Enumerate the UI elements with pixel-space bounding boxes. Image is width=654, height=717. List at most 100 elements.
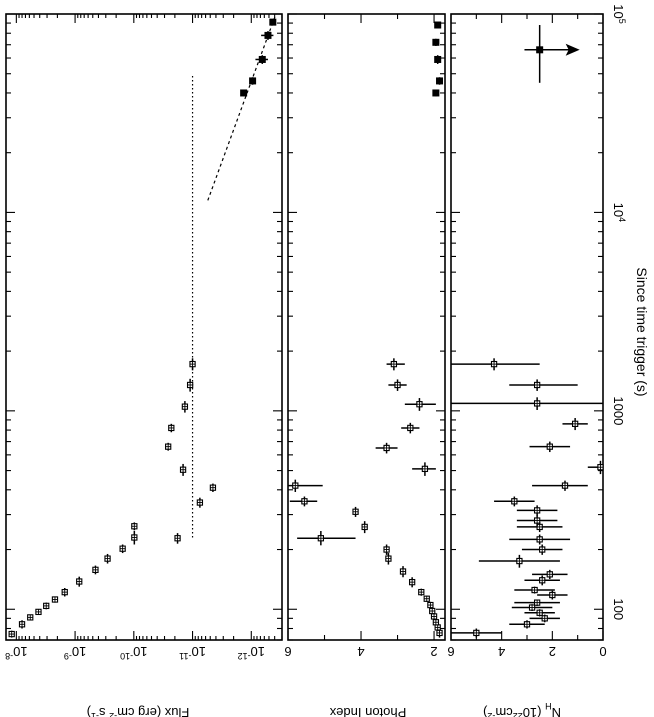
data-point — [27, 614, 34, 621]
data-point — [261, 31, 274, 40]
data-point — [35, 608, 42, 616]
marker — [240, 89, 248, 97]
data-point — [516, 505, 558, 516]
photon-index-y-axis-title: Photon Index — [329, 705, 406, 717]
data-point — [509, 620, 545, 629]
data-point — [511, 604, 553, 612]
data-point — [196, 497, 204, 508]
data-point — [432, 619, 440, 626]
y-tick-label: 10-11 — [179, 644, 206, 661]
data-point — [529, 441, 571, 453]
y-tick-label: 2 — [430, 644, 437, 659]
panel-frame — [450, 13, 604, 641]
data-point — [451, 397, 603, 410]
data-point — [404, 398, 436, 411]
data-point — [478, 554, 560, 568]
dashed-line — [207, 13, 277, 201]
data-point — [429, 607, 436, 615]
data-point — [412, 462, 436, 476]
data-point — [408, 577, 416, 588]
data-point — [432, 89, 440, 97]
data-point — [288, 479, 323, 492]
data-point — [131, 530, 138, 545]
x-tick-label: 105 — [611, 4, 627, 23]
y-tick-label: 6 — [447, 644, 454, 659]
data-point — [92, 565, 99, 575]
data-point — [537, 590, 568, 600]
data-point — [401, 422, 420, 434]
data-point — [562, 418, 588, 431]
panel-frame — [5, 13, 283, 641]
data-point — [383, 544, 390, 555]
data-point — [181, 401, 189, 413]
data-point — [61, 587, 68, 597]
data-point — [119, 544, 126, 554]
data-point — [423, 595, 430, 602]
data-point — [514, 599, 560, 606]
data-point — [289, 496, 318, 507]
data-point — [521, 544, 563, 555]
data-point — [532, 480, 588, 491]
data-point — [51, 596, 59, 603]
data-point — [174, 533, 181, 544]
data-point — [532, 569, 568, 580]
marker — [258, 55, 266, 63]
data-point — [179, 463, 187, 476]
data-point — [43, 602, 50, 610]
data-point — [388, 379, 407, 391]
limit-arrow-head — [565, 43, 580, 56]
marker — [434, 55, 442, 63]
data-point — [516, 515, 558, 527]
marker — [432, 38, 440, 46]
data-point — [434, 55, 442, 64]
data-point — [436, 77, 444, 85]
marker — [434, 21, 442, 29]
data-point — [18, 620, 26, 629]
x-axis-tick-labels: 100 1000 104 105 — [611, 4, 627, 620]
data-point — [524, 25, 580, 83]
data-point — [240, 89, 248, 97]
data-point — [385, 553, 392, 565]
data-point — [8, 630, 15, 638]
data-point — [587, 460, 604, 475]
data-point — [451, 628, 502, 638]
data-point — [514, 586, 555, 594]
data-point — [255, 55, 268, 64]
data-point — [209, 483, 217, 492]
y-tick-label: 10-9 — [64, 644, 86, 661]
y-tick-label: 10-8 — [5, 644, 27, 661]
data-point — [494, 496, 535, 507]
marker — [269, 18, 277, 26]
marker — [436, 77, 444, 85]
y-tick-label: 10-12 — [238, 644, 265, 661]
data-point — [529, 614, 560, 623]
y-tick-label: 4 — [357, 644, 364, 659]
data-point — [249, 77, 257, 85]
data-point — [418, 588, 425, 596]
data-point — [104, 553, 111, 564]
y-tick-label: 10-10 — [120, 644, 147, 661]
data-point — [352, 506, 359, 517]
nh-y-axis-title: NH (1022cm-2) — [483, 701, 561, 717]
data-point — [189, 358, 196, 371]
data-point — [168, 423, 175, 433]
data-point — [516, 522, 563, 533]
marker — [264, 31, 272, 39]
data-point — [375, 442, 398, 454]
data-point — [165, 442, 172, 451]
flux-y-axis-title: Flux (erg cm-2 s-1) — [87, 705, 190, 717]
data-point — [76, 576, 83, 587]
y-tick-label: 6 — [284, 644, 291, 659]
flux-panel: 10-8 10-9 10-10 10-11 10-12 — [5, 13, 283, 661]
data-point — [524, 609, 555, 617]
photon-index-panel: 6 4 2 — [284, 13, 446, 659]
nh-panel: 6 4 2 0 — [447, 13, 607, 659]
marker — [249, 77, 257, 85]
data-point — [524, 575, 560, 586]
x-tick-label: 1000 — [611, 396, 626, 425]
data-point — [131, 522, 138, 531]
data-point — [432, 38, 440, 46]
data-point — [297, 530, 356, 546]
data-point — [386, 358, 405, 371]
data-point — [269, 18, 277, 26]
